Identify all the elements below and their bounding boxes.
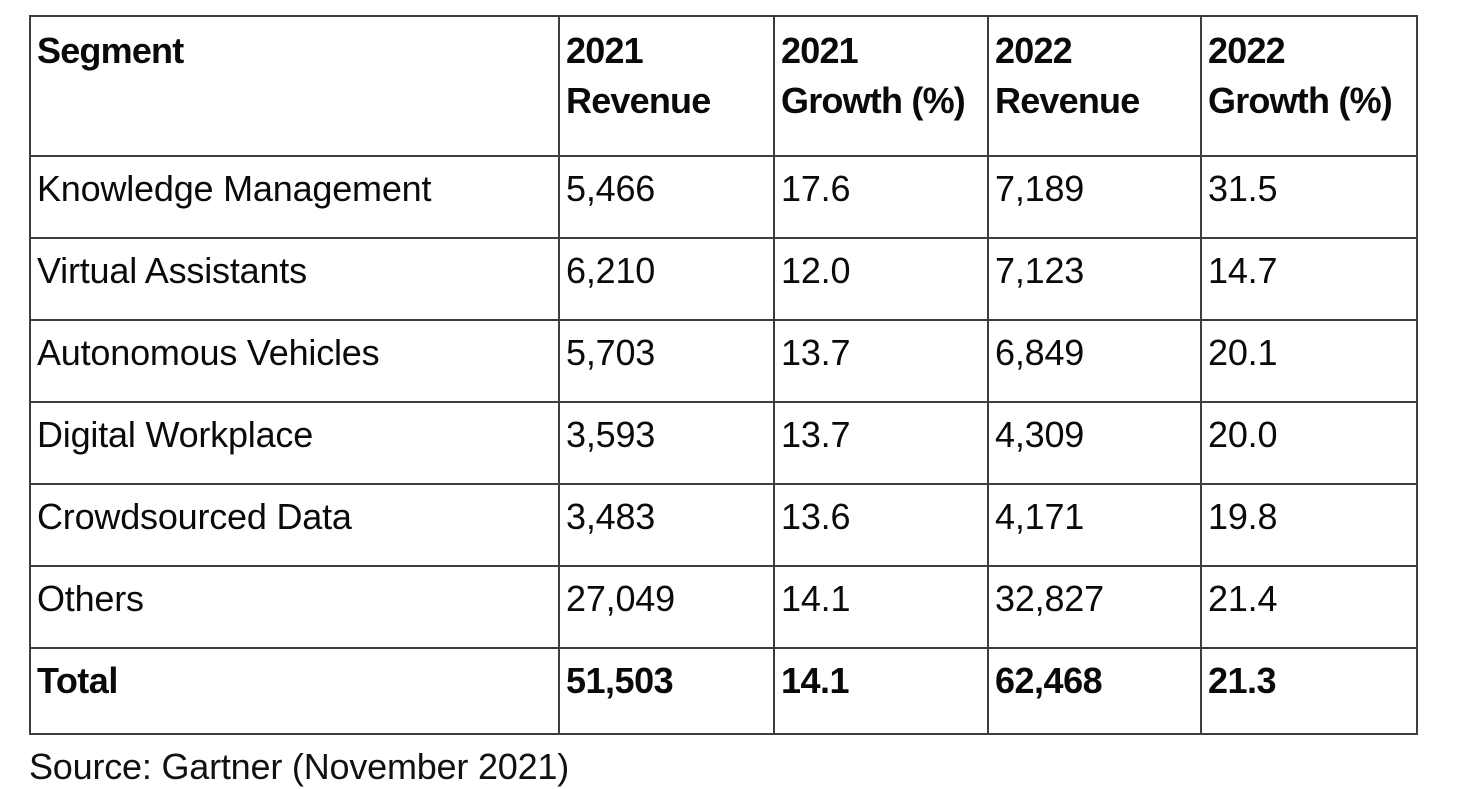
table-row: Others 27,049 14.1 32,827 21.4: [29, 565, 1418, 649]
table-row: Virtual Assistants 6,210 12.0 7,123 14.7: [29, 237, 1418, 321]
col-header-2021-revenue-line1: 2021: [566, 30, 644, 71]
source-note: Source: Gartner (November 2021): [29, 746, 570, 787]
cell-2021-revenue: 3,483: [558, 483, 775, 567]
col-header-2021-revenue: 2021 Revenue: [558, 15, 775, 157]
cell-total-label: Total: [29, 647, 560, 735]
cell-segment: Others: [29, 565, 560, 649]
table-row: Knowledge Management 5,466 17.6 7,189 31…: [29, 155, 1418, 239]
cell-2022-revenue: 4,171: [987, 483, 1202, 567]
cell-2021-growth: 17.6: [773, 155, 989, 239]
cell-total-2022-growth: 21.3: [1200, 647, 1418, 735]
col-header-2022-growth-line1: 2022: [1208, 30, 1286, 71]
col-header-2022-revenue-line1: 2022: [995, 30, 1073, 71]
cell-2022-growth: 20.1: [1200, 319, 1418, 403]
col-header-2022-revenue: 2022 Revenue: [987, 15, 1202, 157]
cell-2021-revenue: 27,049: [558, 565, 775, 649]
cell-2021-growth: 13.6: [773, 483, 989, 567]
col-header-segment: Segment: [29, 15, 560, 157]
cell-2022-revenue: 7,123: [987, 237, 1202, 321]
col-header-2021-revenue-line2: Revenue: [566, 80, 711, 121]
col-header-segment-label: Segment: [37, 30, 184, 71]
cell-2022-growth: 31.5: [1200, 155, 1418, 239]
total-row: Total 51,503 14.1 62,468 21.3: [29, 647, 1418, 735]
cell-2022-revenue: 32,827: [987, 565, 1202, 649]
cell-total-2022-revenue: 62,468: [987, 647, 1202, 735]
cell-2021-revenue: 5,466: [558, 155, 775, 239]
cell-2022-revenue: 4,309: [987, 401, 1202, 485]
cell-total-2021-growth: 14.1: [773, 647, 989, 735]
cell-segment: Virtual Assistants: [29, 237, 560, 321]
cell-2022-growth: 14.7: [1200, 237, 1418, 321]
col-header-2022-revenue-line2: Revenue: [995, 80, 1140, 121]
col-header-2021-growth-line1: 2021: [781, 30, 859, 71]
cell-2022-revenue: 6,849: [987, 319, 1202, 403]
table-row: Autonomous Vehicles 5,703 13.7 6,849 20.…: [29, 319, 1418, 403]
segment-revenue-table: Segment 2021 Revenue 2021 Growth (%) 202…: [29, 15, 1418, 735]
cell-2021-revenue: 5,703: [558, 319, 775, 403]
cell-2021-revenue: 6,210: [558, 237, 775, 321]
table-row: Digital Workplace 3,593 13.7 4,309 20.0: [29, 401, 1418, 485]
cell-2022-growth: 19.8: [1200, 483, 1418, 567]
cell-2022-revenue: 7,189: [987, 155, 1202, 239]
cell-2021-revenue: 3,593: [558, 401, 775, 485]
cell-segment: Digital Workplace: [29, 401, 560, 485]
cell-2021-growth: 13.7: [773, 319, 989, 403]
cell-segment: Autonomous Vehicles: [29, 319, 560, 403]
cell-2021-growth: 13.7: [773, 401, 989, 485]
table-row: Crowdsourced Data 3,483 13.6 4,171 19.8: [29, 483, 1418, 567]
cell-2022-growth: 21.4: [1200, 565, 1418, 649]
col-header-2021-growth-line2: Growth (%): [781, 80, 966, 121]
col-header-2022-growth-line2: Growth (%): [1208, 80, 1393, 121]
cell-total-2021-revenue: 51,503: [558, 647, 775, 735]
cell-segment: Knowledge Management: [29, 155, 560, 239]
header-row: Segment 2021 Revenue 2021 Growth (%) 202…: [29, 15, 1418, 157]
cell-segment: Crowdsourced Data: [29, 483, 560, 567]
col-header-2022-growth: 2022 Growth (%): [1200, 15, 1418, 157]
cell-2021-growth: 14.1: [773, 565, 989, 649]
cell-2022-growth: 20.0: [1200, 401, 1418, 485]
col-header-2021-growth: 2021 Growth (%): [773, 15, 989, 157]
cell-2021-growth: 12.0: [773, 237, 989, 321]
